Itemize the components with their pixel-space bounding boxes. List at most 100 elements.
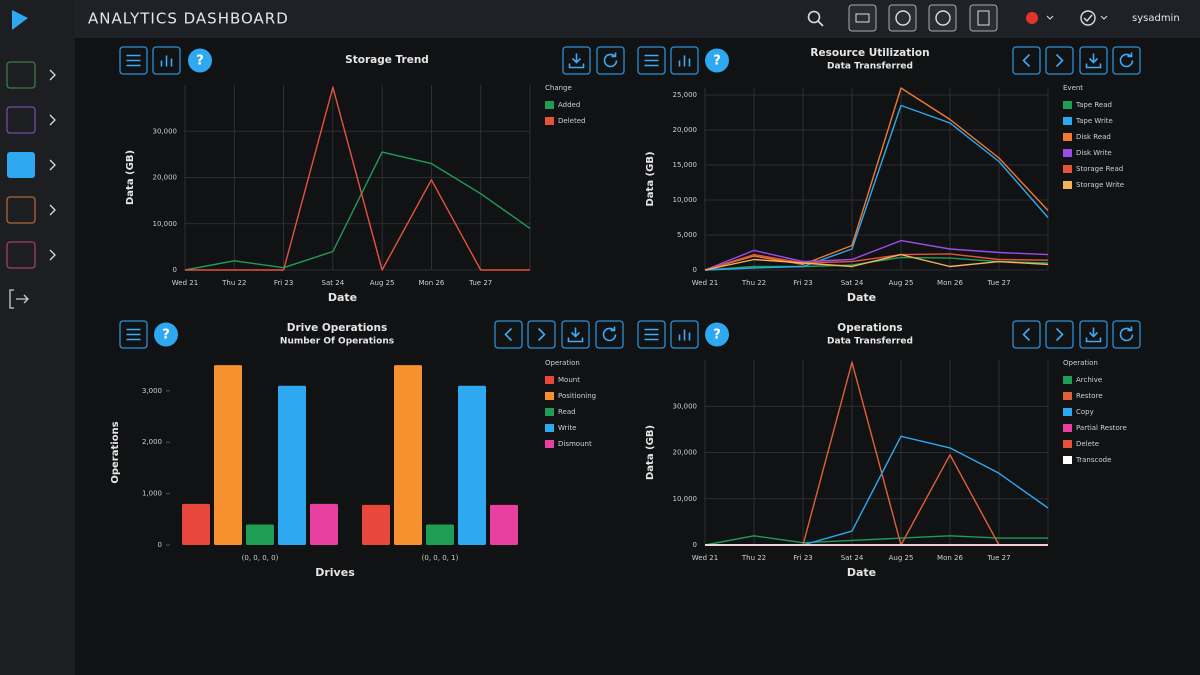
refresh-icon	[1119, 52, 1134, 68]
next-icon	[1055, 327, 1064, 342]
legend-label: Archive	[1076, 376, 1102, 384]
x-tick-label: Thu 22	[741, 279, 766, 287]
search[interactable]	[807, 10, 821, 24]
y-tick-label: 0	[693, 541, 697, 549]
chevron[interactable]	[49, 114, 56, 126]
toolbar-button[interactable]	[1079, 320, 1108, 349]
prev-icon	[504, 327, 513, 342]
series-line	[704, 253, 1049, 271]
legend-swatch	[1063, 149, 1072, 157]
next-icon	[537, 327, 546, 342]
x-axis-title: Date	[847, 291, 876, 304]
y-axis-title: Operations	[110, 421, 121, 483]
help-button[interactable]	[705, 48, 729, 73]
bar	[426, 524, 454, 545]
chart-title: Operations	[837, 322, 902, 334]
chevron[interactable]	[49, 249, 56, 261]
legend-swatch	[1063, 440, 1072, 448]
toolbar-button[interactable]	[152, 46, 181, 75]
chevron[interactable]	[49, 204, 56, 216]
toolbar-button[interactable]	[1045, 320, 1074, 349]
legend-label: Delete	[1076, 440, 1099, 448]
toolbar-button[interactable]	[670, 46, 699, 75]
toolbar-button[interactable]	[562, 46, 591, 75]
y-tick-label: 20,000	[153, 174, 178, 182]
logo[interactable]	[12, 10, 28, 30]
y-tick-label: 10,000	[673, 196, 698, 204]
toolbar-button[interactable]	[527, 320, 556, 349]
status-dot[interactable]	[1026, 12, 1038, 24]
legend-label: Disk Write	[1076, 149, 1112, 157]
help-button[interactable]	[154, 322, 178, 347]
check-icon[interactable]	[1080, 10, 1096, 26]
legend-swatch	[1063, 424, 1072, 432]
x-axis-title: Drives	[315, 566, 355, 579]
legend-swatch	[545, 376, 554, 384]
chart-title: Storage Trend	[345, 54, 429, 66]
legend-title: Event	[1063, 84, 1083, 92]
action-button[interactable]	[969, 4, 998, 32]
x-tick-label: Sat 24	[841, 554, 864, 562]
chart-subtitle: Data Transferred	[827, 62, 913, 72]
x-tick-label: (0, 0, 0, 0)	[242, 554, 279, 562]
chart-subtitle: Data Transferred	[827, 337, 913, 347]
nav-item[interactable]	[6, 61, 36, 89]
chart-panel	[635, 317, 1148, 581]
y-tick-label: 0	[173, 266, 177, 274]
tape-icon	[855, 13, 870, 23]
x-tick-label: Mon 26	[418, 279, 444, 287]
legend-label: Disk Read	[1076, 133, 1111, 141]
username[interactable]: sysadmin	[1132, 13, 1180, 24]
logout[interactable]	[9, 289, 29, 309]
action-button[interactable]	[888, 4, 917, 32]
toolbar-button[interactable]	[637, 46, 666, 75]
toolbar-button[interactable]	[1045, 46, 1074, 75]
action-button[interactable]	[848, 4, 877, 32]
x-tick-label: Aug 25	[889, 279, 914, 287]
legend-label: Read	[558, 408, 576, 416]
help-button[interactable]	[705, 322, 729, 347]
legend-swatch	[1063, 408, 1072, 416]
toolbar-button[interactable]	[119, 46, 148, 75]
series-line	[704, 535, 1048, 546]
nav-item[interactable]	[6, 196, 36, 224]
x-tick-label: Aug 25	[889, 554, 914, 562]
toolbar-button[interactable]	[1012, 46, 1041, 75]
y-tick-label: 30,000	[673, 402, 698, 410]
legend-label: Dismount	[558, 440, 592, 448]
toolbar-button[interactable]	[494, 320, 523, 349]
chevron[interactable]	[49, 69, 56, 81]
x-tick-label: Aug 25	[370, 279, 395, 287]
toolbar-button[interactable]	[637, 320, 666, 349]
nav-item[interactable]	[6, 241, 36, 269]
toolbar-button[interactable]	[670, 320, 699, 349]
download-icon	[1085, 327, 1102, 343]
legend-label: Copy	[1076, 408, 1094, 416]
toolbar-button[interactable]	[1112, 46, 1141, 75]
chevron[interactable]	[1100, 15, 1108, 20]
toolbar-button[interactable]	[1012, 320, 1041, 349]
y-tick-label: 5,000	[677, 231, 697, 239]
chevron[interactable]	[1046, 15, 1054, 20]
action-button[interactable]	[928, 4, 957, 32]
toolbar-button[interactable]	[1112, 320, 1141, 349]
x-tick-label: Tue 27	[986, 279, 1010, 287]
prev-icon	[1022, 327, 1031, 342]
history-icon	[895, 10, 911, 26]
nav-item[interactable]	[6, 106, 36, 134]
help-icon: ?	[713, 54, 721, 69]
nav-item-active[interactable]	[7, 152, 35, 178]
filter-icon	[126, 328, 141, 341]
toolbar-button[interactable]	[119, 320, 148, 349]
toolbar-button[interactable]	[596, 46, 625, 75]
legend-swatch	[545, 408, 554, 416]
help-button[interactable]	[188, 48, 212, 73]
legend-label: Transcode	[1075, 456, 1111, 464]
toolbar-button[interactable]	[595, 320, 624, 349]
chevron[interactable]	[49, 159, 56, 171]
target-icon	[935, 10, 951, 26]
legend-swatch	[1063, 165, 1072, 173]
toolbar-button[interactable]	[561, 320, 590, 349]
toolbar-button[interactable]	[1079, 46, 1108, 75]
